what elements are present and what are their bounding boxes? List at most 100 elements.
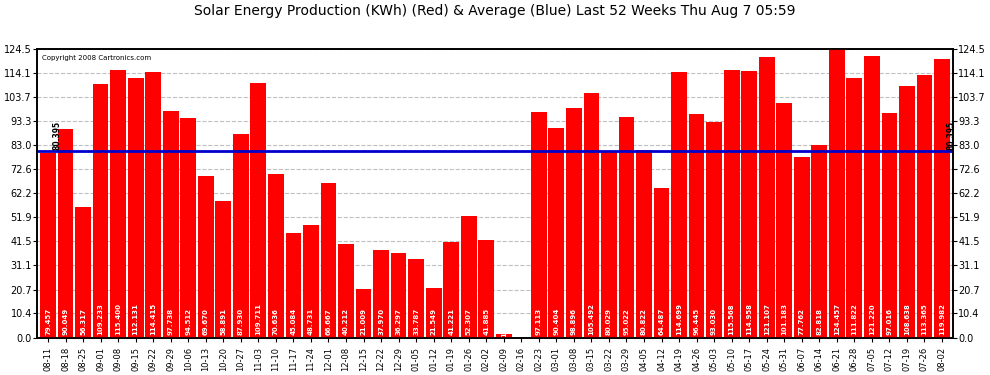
Bar [812,146,828,338]
Bar [128,78,144,338]
Bar [162,111,178,338]
Bar [776,103,792,338]
Text: 80.029: 80.029 [606,308,612,335]
Text: 1.413: 1.413 [501,315,507,337]
Bar [110,70,126,338]
Bar [373,249,389,338]
Text: 115.400: 115.400 [115,303,121,335]
Bar [93,84,109,338]
Text: Copyright 2008 Cartronics.com: Copyright 2008 Cartronics.com [42,55,151,61]
Text: 80.395: 80.395 [52,121,61,150]
Text: 114.699: 114.699 [676,303,682,335]
Bar [917,75,933,338]
Bar [531,112,546,338]
Bar [460,216,476,338]
Text: 95.022: 95.022 [624,309,630,335]
Text: 90.404: 90.404 [553,308,559,335]
Text: 80.395: 80.395 [946,121,955,150]
Bar [742,71,757,338]
Bar [216,201,232,338]
Text: 21.009: 21.009 [360,308,366,335]
Text: 109.233: 109.233 [98,303,104,335]
Bar [57,129,73,338]
Text: 101.183: 101.183 [781,303,787,335]
Bar [881,112,897,338]
Text: 109.711: 109.711 [255,303,261,335]
Bar [355,289,371,338]
Bar [864,57,880,338]
Text: 94.512: 94.512 [185,308,191,335]
Bar [496,334,512,338]
Text: 114.415: 114.415 [150,303,156,335]
Text: 114.958: 114.958 [746,303,752,335]
Bar [706,122,722,338]
Bar [899,86,915,338]
Text: 113.365: 113.365 [922,303,928,335]
Text: 48.731: 48.731 [308,308,314,335]
Text: 119.982: 119.982 [939,303,945,335]
Text: 33.787: 33.787 [413,308,419,335]
Bar [408,259,424,338]
Text: 56.317: 56.317 [80,308,86,335]
Text: 70.636: 70.636 [273,308,279,335]
Text: 124.457: 124.457 [834,303,840,335]
Bar [548,128,564,338]
Bar [689,114,705,338]
Text: 108.638: 108.638 [904,303,910,335]
Text: 97.016: 97.016 [886,308,892,335]
Bar [637,150,651,338]
Bar [444,242,459,338]
Bar [321,183,337,338]
Text: 97.738: 97.738 [167,308,173,335]
Bar [233,134,248,338]
Text: 58.891: 58.891 [221,308,227,335]
Text: 93.030: 93.030 [711,308,717,335]
Text: 80.822: 80.822 [641,308,647,335]
Text: 77.762: 77.762 [799,308,805,335]
Bar [285,233,301,338]
Bar [41,153,55,338]
Text: 105.492: 105.492 [588,303,594,335]
Text: 87.930: 87.930 [238,308,244,335]
Bar [426,288,442,338]
Bar [758,57,774,338]
Text: 52.307: 52.307 [465,308,471,335]
Bar [794,157,810,338]
Bar [671,72,687,338]
Text: 111.822: 111.822 [851,303,857,335]
Text: 37.970: 37.970 [378,308,384,335]
Text: 121.107: 121.107 [763,303,769,335]
Text: Solar Energy Production (KWh) (Red) & Average (Blue) Last 52 Weeks Thu Aug 7 05:: Solar Energy Production (KWh) (Red) & Av… [194,4,796,18]
Text: 90.049: 90.049 [62,308,68,335]
Text: 40.212: 40.212 [343,308,349,335]
Text: 115.568: 115.568 [729,304,735,335]
Bar [601,152,617,338]
Bar [198,176,214,338]
Bar [935,59,949,338]
Bar [583,93,599,338]
Bar [846,78,862,338]
Text: 69.670: 69.670 [203,308,209,335]
Bar [391,254,407,338]
Text: 64.487: 64.487 [658,308,664,335]
Text: 41.885: 41.885 [483,308,489,335]
Text: 96.445: 96.445 [694,308,700,335]
Bar [250,83,266,338]
Text: 79.457: 79.457 [45,308,51,335]
Bar [268,174,284,338]
Bar [180,118,196,338]
Text: 41.221: 41.221 [448,308,454,335]
Bar [146,72,161,338]
Bar [653,188,669,338]
Text: 36.297: 36.297 [396,308,402,335]
Bar [478,240,494,338]
Text: 66.667: 66.667 [326,309,332,335]
Text: 112.131: 112.131 [133,303,139,335]
Bar [303,225,319,338]
Text: 98.896: 98.896 [571,308,577,335]
Text: 21.549: 21.549 [431,308,437,335]
Bar [75,207,91,338]
Bar [566,108,582,338]
Bar [829,49,844,338]
Text: 45.084: 45.084 [290,308,296,335]
